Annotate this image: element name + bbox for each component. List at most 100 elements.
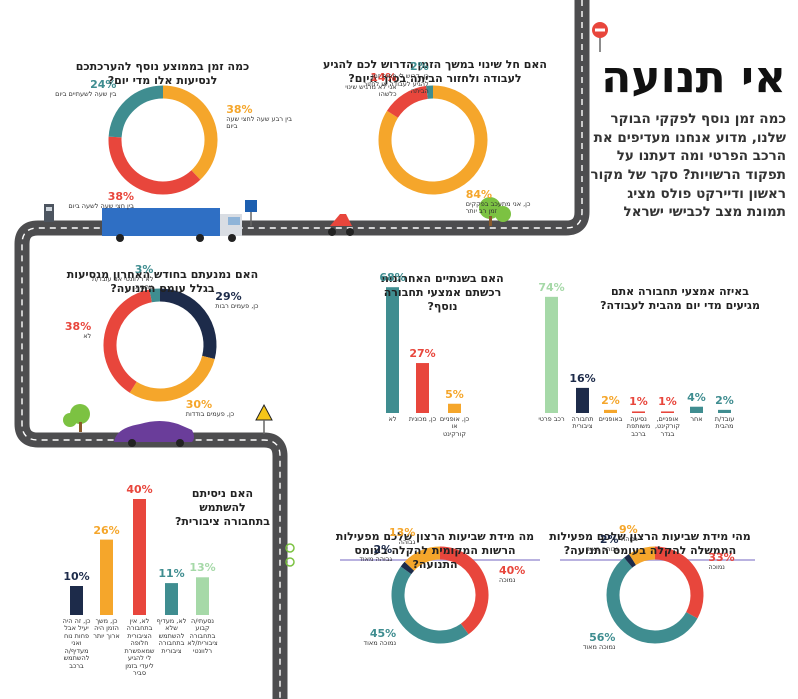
slice-label: 56% נמוכה מאוד (545, 630, 616, 651)
chart-title: האם בשנתיים האחרונות רכשתם אמצעי תחבורה … (381, 272, 504, 313)
x-tick-label: עובד/ת מהבית (714, 415, 735, 431)
value-label: 10% (63, 570, 90, 583)
road-lane (21, 0, 583, 699)
donut-segment (108, 136, 201, 195)
category-label: בין חצי שעה לשעה ביום (68, 201, 135, 210)
x-tick-label: נסיעה משותפת ברכב (626, 415, 651, 438)
donut-segment (159, 288, 217, 360)
value-label: 29% (215, 290, 242, 304)
chart-title: האם ניסיתם להשתמש בתחבורה ציבורית? (175, 487, 270, 528)
slice-label: 29% כן, פעמים רבות (215, 290, 285, 310)
x-tick-label: לא (388, 415, 397, 423)
value-label: 2% (599, 532, 619, 546)
slice-label: 14% אני לא מרגיש שינוי כלשהו (327, 71, 396, 99)
car (114, 421, 194, 447)
chart-title: האם נמנעתם בחודש האחרון מנסיעות בגלל עומ… (66, 268, 259, 295)
bar (604, 409, 617, 413)
donut-segment (606, 557, 698, 644)
value-label: 27% (409, 347, 436, 361)
chart-title: באיזה אמצעי תחבורה אתם מגיעים מדי יום מה… (600, 285, 760, 312)
scooter (328, 214, 354, 236)
warning-sign (255, 403, 273, 434)
value-label: 40% (498, 563, 526, 577)
category-label: כן, דרוש לי פחות זמן להגיע לעבודה או לחז… (363, 72, 429, 96)
value-label: 13% (389, 526, 416, 540)
x-tick-label: רכב פרטי (538, 415, 565, 423)
category-label: כן, פעמים רבות (215, 302, 259, 311)
x-tick-label: לא, מעדיף שלא להשתמש בתחבורה ציבורית (156, 617, 187, 655)
bar (100, 539, 113, 615)
value-label: 40% (126, 483, 153, 496)
category-label: לא רלוונטי אני עובד/ת מהבית (91, 275, 154, 291)
value-label: 45% (369, 626, 397, 640)
value-label: 56% (589, 630, 616, 644)
chart-title: האם חל שינוי במשך הזמן הדרוש לכם להגיע ל… (323, 58, 547, 85)
x-tick-label: אחר (690, 415, 703, 423)
value-label: 2% (601, 393, 620, 407)
category-label: כן, אני מתעכב בפקקים זמן רב יותר (465, 199, 531, 216)
value-label: 11% (158, 567, 185, 581)
donut-segment (162, 85, 218, 180)
slice-label: 84% כן, אני מתעכב בפקקים זמן רב יותר (466, 188, 536, 216)
x-tick-label: כן, מכונית (408, 415, 437, 423)
page-title: אי תנועה (601, 52, 786, 103)
value-label: 1% (629, 395, 648, 409)
category-label: בין שעה לשעתיים ביום (55, 90, 117, 99)
truck (102, 208, 242, 242)
bar (133, 499, 146, 615)
slice-label: 38% בין רבע שעה לחצי שעה ביום (226, 103, 296, 131)
parking-sign (245, 200, 257, 226)
value-label: 1% (658, 395, 677, 409)
value-label: 24% (90, 78, 117, 92)
donut-segment (404, 546, 441, 571)
slice-label: 38% בין חצי שעה לשעה ביום (64, 190, 134, 210)
donut-segment (129, 355, 215, 402)
chart-title: מה מידת שביעות הרצון שלכם מפעילות הרשות … (335, 530, 535, 571)
category-label: גבוהה מאוד (585, 544, 619, 553)
chart-title: כמה זמן בממוצע נוסף להערכתכם לנסיעות אלו… (75, 60, 250, 87)
category-label: לא (83, 331, 92, 340)
donut-segment (378, 85, 488, 195)
category-label: נמוכה (708, 563, 725, 572)
slice-label: 9% גבוהה (568, 523, 638, 543)
slice-label: 33% נמוכה (708, 551, 778, 571)
bar (690, 406, 703, 413)
bar (576, 387, 589, 413)
value-label: 16% (569, 371, 596, 385)
value-label: 9% (619, 523, 638, 537)
x-tick-label: כן, זה היה יעיל אבל פחות נוח ואני מעדיף/… (62, 617, 91, 670)
bar (386, 287, 399, 413)
category-label: נמוכה (498, 575, 516, 584)
x-tick-label: כן, אופניים או קורקינט (439, 415, 470, 438)
slice-label: 2% כן, דרוש לי פחות זמן להגיע לעבודה או ל… (359, 60, 429, 95)
slice-label: 38% לא (21, 320, 91, 340)
slice-label: 2% גבוהה מאוד (322, 543, 392, 563)
slice-label: 3% לא רלוונטי אני עובד/ת מהבית (83, 263, 153, 291)
value-label: 2% (410, 60, 429, 74)
donut-segment (103, 289, 153, 393)
x-tick-label: נסעתי/ה קבוע בתחבורה ציבורית/לא רלוונטי (187, 617, 218, 655)
trees (63, 197, 511, 432)
value-label: 38% (107, 189, 135, 203)
value-label: 2% (715, 393, 734, 407)
value-label: 26% (93, 523, 120, 537)
bar (165, 583, 178, 615)
donut-segment (386, 85, 429, 119)
category-label: גבוהה (398, 538, 416, 547)
value-label: 3% (134, 263, 154, 277)
value-label: 30% (185, 398, 213, 412)
slice-label: 30% כן, פעמים בודדות (186, 398, 256, 418)
x-tick-label: אופניים, קורקינט, בגדר (654, 415, 680, 438)
slice-label: 13% גבוהה (345, 526, 415, 546)
no-entry-sign (592, 22, 608, 52)
bar (718, 409, 731, 413)
value-label: 33% (708, 551, 735, 565)
slice-label: 24% בין שעה לשעתיים ביום (46, 78, 116, 98)
bar (448, 403, 461, 413)
donut-segment (108, 85, 164, 138)
category-label: כן, פעמים בודדות (185, 410, 235, 419)
value-label: 38% (64, 319, 92, 333)
donut-segment (149, 288, 161, 303)
cyclist (285, 543, 295, 567)
